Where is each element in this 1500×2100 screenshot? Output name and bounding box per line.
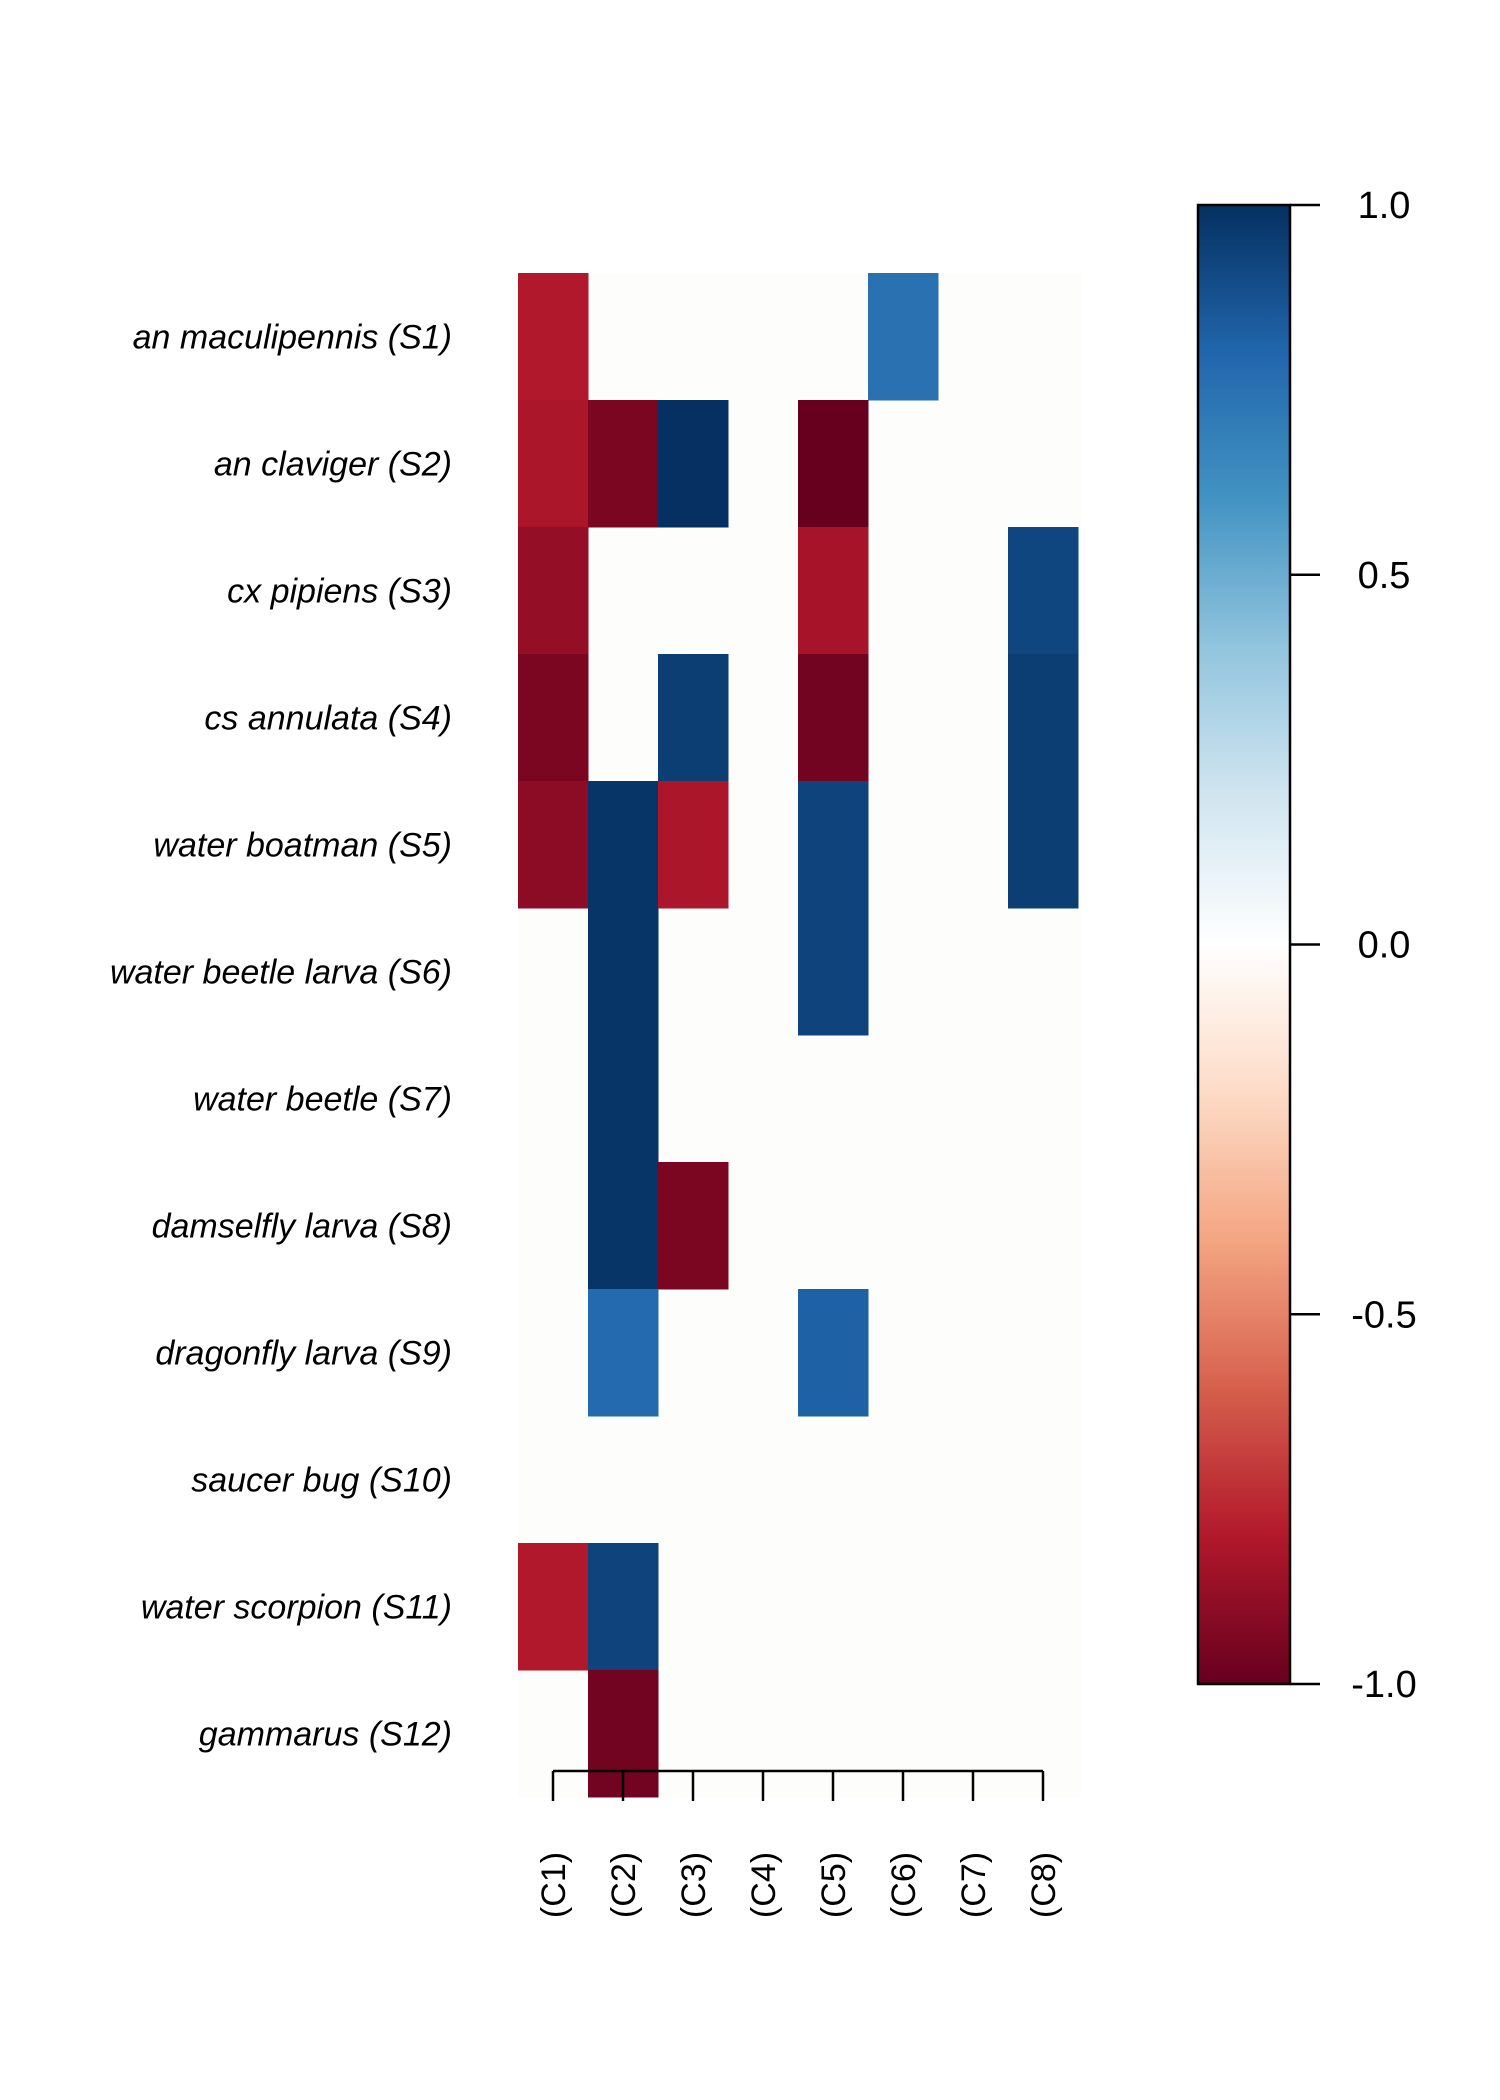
colorbar-tick-label: -1.0: [1351, 1664, 1416, 1706]
heatmap-cell: [588, 1289, 659, 1417]
heatmap-cell: [588, 400, 659, 528]
heatmap-cell: [798, 527, 869, 655]
row-label: water beetle larva (S6): [110, 954, 452, 992]
heatmap-cell: [658, 654, 729, 782]
heatmap-cell: [798, 1289, 869, 1417]
row-label: water boatman (S5): [153, 827, 452, 865]
x-axis: [551, 1769, 1045, 1801]
heatmap-cell: [518, 400, 589, 528]
column-label: (C6): [885, 1852, 923, 1918]
heatmap-cell: [1008, 781, 1079, 909]
heatmap-cell: [518, 1543, 589, 1671]
row-label: cs annulata (S4): [204, 700, 452, 738]
row-label: gammarus (S12): [199, 1716, 452, 1754]
column-label: (C5): [815, 1852, 853, 1918]
row-label: saucer bug (S10): [191, 1462, 452, 1500]
heatmap-cell: [798, 781, 869, 909]
heatmap-cell: [658, 400, 729, 528]
heatmap-cell: [798, 400, 869, 528]
heatmap-cell: [658, 1162, 729, 1290]
colorbar-legend: 1.0 0.5 0.0 -0.5 -1.0: [1196, 185, 1417, 1706]
colorbar-tick-label: 0.0: [1358, 925, 1411, 967]
heatmap-cell: [518, 273, 589, 401]
row-label: damselfly larva (S8): [152, 1208, 452, 1246]
colorbar-tick-label: 0.5: [1358, 555, 1411, 597]
heatmap-cell: [518, 781, 589, 909]
heatmap-cell: [588, 1035, 659, 1163]
heatmap-cell: [518, 527, 589, 655]
row-label: cx pipiens (S3): [227, 573, 452, 611]
heatmap-cell: [798, 654, 869, 782]
heatmap-cell: [868, 273, 939, 401]
column-label: (C8): [1025, 1852, 1063, 1918]
colorbar-gradient: [1196, 203, 1292, 1686]
column-label: (C7): [955, 1852, 993, 1918]
row-label: an maculipennis (S1): [133, 319, 452, 357]
colorbar-tick-label: 1.0: [1358, 185, 1411, 227]
heatmap-cell: [588, 1543, 659, 1671]
column-labels: (C1) (C2) (C3) (C4) (C5) (C6) (C7) (C8): [535, 1852, 1063, 1918]
colorbar-tick-label: -0.5: [1351, 1294, 1416, 1336]
heatmap-cell: [588, 908, 659, 1036]
column-label: (C2): [605, 1852, 643, 1918]
row-label: an claviger (S2): [214, 446, 452, 484]
column-label: (C3): [675, 1852, 713, 1918]
row-label: water scorpion (S11): [141, 1589, 452, 1627]
column-label: (C1): [535, 1852, 573, 1918]
heatmap-cells: [518, 273, 1081, 1798]
row-labels: an maculipennis (S1) an claviger (S2) cx p…: [110, 319, 452, 1754]
heatmap-cell: [1008, 527, 1079, 655]
row-label: water beetle (S7): [193, 1081, 452, 1119]
heatmap-cell: [518, 654, 589, 782]
row-label: dragonfly larva (S9): [155, 1335, 452, 1373]
heatmap-cell: [1008, 654, 1079, 782]
heatmap-cell: [588, 781, 659, 909]
heatmap-cell: [798, 908, 869, 1036]
heatmap-cell: [588, 1162, 659, 1290]
heatmap-cell: [658, 781, 729, 909]
column-label: (C4): [745, 1852, 783, 1918]
